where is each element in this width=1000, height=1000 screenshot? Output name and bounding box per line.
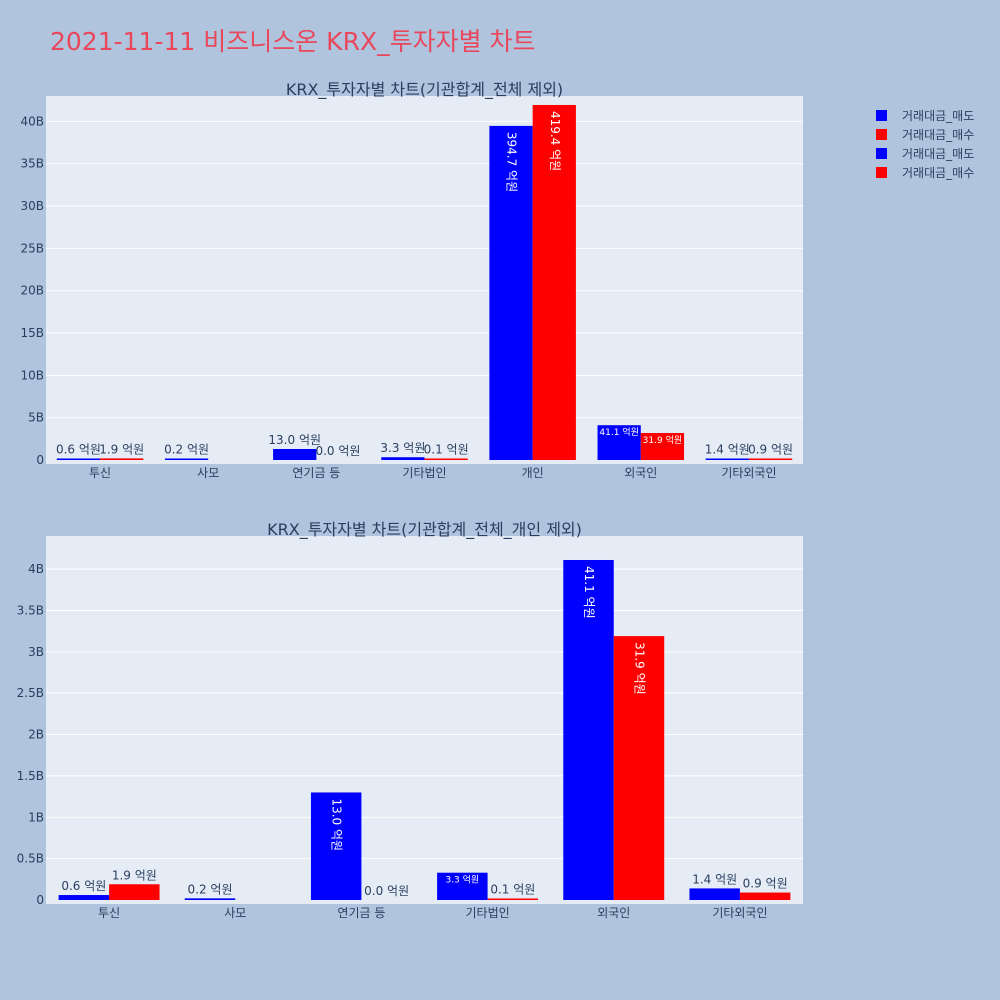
- bar-sell: [437, 872, 488, 900]
- data-label: 1.4 억원: [692, 872, 737, 886]
- data-label: 0.9 억원: [743, 877, 788, 891]
- x-tick-label: 기타법인: [465, 906, 509, 920]
- y-tick-label: 20B: [20, 284, 44, 298]
- data-label: 13.0 억원: [330, 798, 344, 851]
- data-label: 13.0 억원: [268, 433, 321, 447]
- x-tick-label: 투신: [98, 906, 120, 920]
- bar-buy: [532, 104, 576, 460]
- bar-buy: [613, 636, 665, 900]
- legend-swatch: [876, 110, 887, 121]
- y-tick-label: 5B: [28, 411, 44, 425]
- data-label: 0.9 억원: [748, 443, 793, 457]
- data-label: 3.3 억원: [380, 441, 425, 455]
- data-label: 0.1 억원: [490, 883, 535, 897]
- bar-sell: [310, 792, 362, 900]
- data-label: 0.1 억원: [424, 443, 469, 457]
- data-label: 0.6 억원: [61, 879, 106, 893]
- bar-sell: [597, 425, 641, 460]
- data-label: 1.4 억원: [705, 443, 750, 457]
- x-tick-label: 기타외국인: [721, 466, 776, 480]
- data-label: 0.0 억원: [364, 884, 409, 898]
- x-tick-label: 연기금 등: [337, 906, 385, 920]
- data-label: 41.1 억원: [582, 566, 596, 619]
- data-label: 0.2 억원: [164, 443, 209, 457]
- bar-sell: [689, 888, 740, 900]
- x-tick-label: 기타외국인: [712, 906, 767, 920]
- bar-buy: [100, 458, 144, 460]
- y-tick-label: 2B: [28, 728, 44, 742]
- legend-swatch: [876, 148, 887, 159]
- bar-buy: [109, 884, 160, 900]
- legend-swatch: [876, 129, 887, 140]
- data-label: 0.0 억원: [315, 444, 360, 458]
- y-tick-label: 0: [36, 893, 44, 907]
- x-tick-label: 개인: [522, 466, 544, 480]
- data-label: 3.3 억원: [445, 874, 479, 886]
- bar-sell: [58, 895, 110, 900]
- x-tick-label: 기타법인: [402, 466, 446, 480]
- data-label: 31.9 억원: [632, 642, 646, 695]
- y-tick-label: 30B: [20, 199, 44, 213]
- x-tick-label: 외국인: [624, 466, 657, 480]
- data-label: 0.2 억원: [188, 882, 233, 896]
- plot-area: [46, 536, 803, 904]
- legend-label: 거래대금_매도: [902, 109, 974, 123]
- bar-buy: [640, 432, 685, 460]
- bar-sell: [273, 448, 317, 460]
- bar-sell: [705, 458, 749, 460]
- y-tick-label: 0: [36, 453, 44, 467]
- x-tick-label: 사모: [224, 906, 246, 920]
- y-tick-label: 10B: [20, 368, 44, 382]
- x-tick-label: 투신: [89, 466, 111, 480]
- bar-buy: [748, 458, 793, 460]
- bar-sell: [56, 458, 101, 460]
- data-label: 31.9 억원: [643, 434, 682, 446]
- data-label: 0.6 억원: [56, 443, 101, 457]
- chart-title: KRX_투자자별 차트(기관합계_전체 제외): [286, 80, 563, 100]
- y-tick-label: 15B: [20, 326, 44, 340]
- data-label: 1.9 억원: [99, 442, 144, 456]
- bar-sell: [563, 559, 614, 900]
- y-tick-label: 0.5B: [17, 852, 44, 866]
- legend-label: 거래대금_매수: [902, 166, 974, 180]
- y-tick-label: 2.5B: [17, 686, 44, 700]
- data-label: 419.4 억원: [548, 111, 562, 171]
- data-label: 1.9 억원: [112, 868, 157, 882]
- bar-sell: [381, 457, 425, 460]
- bar-buy: [739, 892, 791, 900]
- y-tick-label: 1B: [28, 810, 44, 824]
- data-label: 41.1 억원: [599, 426, 638, 438]
- x-tick-label: 연기금 등: [292, 466, 340, 480]
- plot-area: [46, 96, 803, 464]
- y-tick-label: 40B: [20, 114, 44, 128]
- x-tick-label: 외국인: [597, 906, 630, 920]
- bar-buy: [487, 898, 539, 900]
- legend-label: 거래대금_매도: [902, 147, 974, 161]
- bar-sell: [489, 125, 533, 460]
- y-tick-label: 3.5B: [17, 603, 44, 617]
- bar-sell: [164, 458, 209, 460]
- bar-buy: [424, 458, 468, 460]
- y-tick-label: 4B: [28, 562, 44, 576]
- bar-sell: [184, 898, 236, 900]
- y-tick-label: 25B: [20, 241, 44, 255]
- y-tick-label: 1.5B: [17, 769, 44, 783]
- y-tick-label: 35B: [20, 157, 44, 171]
- page-title: 2021-11-11 비즈니스온 KRX_투자자별 차트: [50, 27, 536, 56]
- legend-swatch: [876, 167, 887, 178]
- data-label: 394.7 억원: [505, 132, 519, 192]
- y-tick-label: 3B: [28, 645, 44, 659]
- chart-title: KRX_투자자별 차트(기관합계_전체_개인 제외): [267, 520, 582, 540]
- x-tick-label: 사모: [197, 466, 219, 480]
- legend-label: 거래대금_매수: [902, 128, 974, 142]
